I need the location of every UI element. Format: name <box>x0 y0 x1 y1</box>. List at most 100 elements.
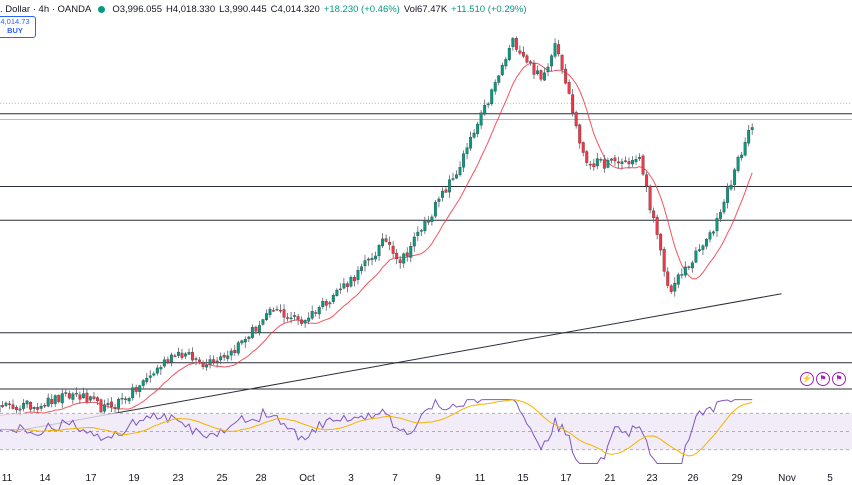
candle-up <box>715 218 719 232</box>
candle-up <box>402 253 406 264</box>
x-tick-label: Oct <box>299 473 315 484</box>
candle-up <box>733 169 737 185</box>
x-tick-label: 21 <box>604 473 616 484</box>
candle-down <box>296 316 300 320</box>
candle-down <box>521 52 525 57</box>
candle-up <box>194 358 198 360</box>
buy-label: BUY <box>7 26 23 35</box>
candle-up <box>722 201 726 213</box>
candle-up <box>676 274 680 285</box>
candle-up <box>433 201 437 217</box>
candle-up <box>486 103 490 106</box>
candle-down <box>388 242 392 245</box>
candle-down <box>525 55 529 63</box>
candle-down <box>560 55 564 70</box>
status-dot-icon <box>98 5 106 13</box>
candle-up <box>71 393 75 400</box>
candle-up <box>261 319 265 325</box>
candle-down <box>50 399 54 405</box>
candle-down <box>198 359 202 362</box>
candle-up <box>729 184 733 190</box>
candle-up <box>704 239 708 247</box>
flag-icon[interactable]: ⚑ <box>816 372 830 386</box>
candle-down <box>659 233 663 251</box>
candle-up <box>500 64 504 76</box>
candle-up <box>81 393 85 399</box>
candle-up <box>317 307 321 315</box>
candle-down <box>99 399 103 413</box>
candle-up <box>219 356 223 361</box>
buy-button[interactable]: 4,014.73 BUY <box>0 16 36 38</box>
candle-up <box>409 245 413 258</box>
x-tick-label: 17 <box>560 473 572 484</box>
candle-up <box>155 367 159 374</box>
candle-up <box>747 130 751 144</box>
candle-up <box>750 127 754 130</box>
candle-up <box>184 353 187 357</box>
candle-up <box>690 262 694 269</box>
candle-up <box>289 317 293 320</box>
x-tick-label: 23 <box>172 473 184 484</box>
candle-up <box>127 398 131 402</box>
candle-down <box>557 44 561 55</box>
x-tick-label: 26 <box>687 473 699 484</box>
candle-down <box>398 259 402 264</box>
candle-down <box>592 163 596 168</box>
volume-value: Vol67.47K <box>403 3 448 15</box>
candle-up <box>120 398 124 400</box>
x-tick-label: 29 <box>731 473 743 484</box>
candle-up <box>46 397 50 407</box>
candle-down <box>222 354 226 358</box>
candle-up <box>159 367 163 370</box>
candle-down <box>74 392 78 395</box>
candle-down <box>567 82 571 94</box>
candle-down <box>15 407 18 411</box>
candle-down <box>134 387 138 392</box>
candle-down <box>96 397 99 402</box>
candle-down <box>57 395 61 402</box>
candle-down <box>36 407 40 410</box>
lightning-icon[interactable]: ⚡ <box>800 372 814 386</box>
ohlc-legend: . Dollar · 4h · OANDA O3,996.055 H4,018.… <box>0 2 527 16</box>
candle-up <box>469 136 473 149</box>
candle-up <box>743 142 747 156</box>
candle-down <box>0 405 4 407</box>
candle-up <box>303 320 307 324</box>
indicator-icons: ⚡ ⚑ ⚑ <box>800 372 846 386</box>
candle-up <box>381 238 385 247</box>
candle-up <box>694 250 698 263</box>
candle-down <box>588 163 592 166</box>
candle-up <box>226 355 230 359</box>
candle-up <box>113 407 117 409</box>
candle-up <box>215 360 219 363</box>
x-tick-label: 19 <box>128 473 140 484</box>
candle-up <box>726 187 730 203</box>
candle-up <box>631 160 634 165</box>
candle-up <box>250 326 254 338</box>
x-tick-label: 5 <box>827 473 833 484</box>
open-value: O3,996.055 <box>112 3 162 15</box>
candle-up <box>39 405 43 409</box>
candle-up <box>736 156 740 171</box>
candle-up <box>493 82 497 92</box>
candle-up <box>462 153 466 168</box>
candle-up <box>553 43 557 57</box>
candle-down <box>233 349 237 354</box>
candle-up <box>712 231 715 234</box>
candle-down <box>624 160 627 162</box>
candle-up <box>687 266 691 268</box>
x-tick-label: 14 <box>39 473 51 484</box>
candle-up <box>511 38 515 47</box>
candle-up <box>719 212 722 219</box>
candle-up <box>455 174 458 179</box>
x-tick-label: Nov <box>778 473 796 484</box>
x-tick-label: 11 <box>2 473 13 484</box>
candle-up <box>423 220 427 232</box>
candle-up <box>25 400 29 405</box>
candle-down <box>627 161 631 165</box>
candle-up <box>634 159 638 162</box>
flag-icon[interactable]: ⚑ <box>832 372 846 386</box>
candlesticks <box>0 36 754 416</box>
candle-down <box>391 245 395 254</box>
